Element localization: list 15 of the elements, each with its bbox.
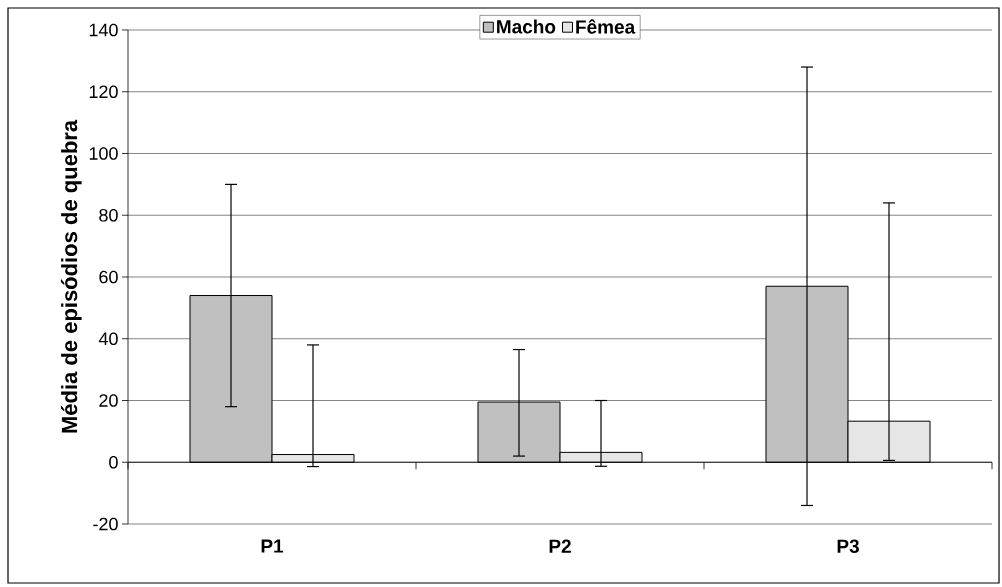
y-tick-label: 120 xyxy=(89,85,118,99)
x-tick-label: P1 xyxy=(261,539,284,553)
y-tick-label: 80 xyxy=(99,208,118,222)
x-tick-label: P2 xyxy=(549,539,571,553)
legend-label: Macho xyxy=(497,19,556,34)
y-tick-label: 100 xyxy=(89,147,118,160)
y-tick-label: -20 xyxy=(93,517,118,531)
y-axis-title: Média de episódios de quebra xyxy=(60,119,82,433)
y-tick-label: 40 xyxy=(98,332,118,346)
y-tick-label: 60 xyxy=(99,270,118,284)
x-tick-label: P3 xyxy=(837,539,859,553)
legend-label: Fêmea xyxy=(576,19,636,34)
y-tick-label: 20 xyxy=(99,394,118,407)
y-tick-label: 140 xyxy=(89,23,118,37)
y-tick-label: 0 xyxy=(109,455,118,469)
